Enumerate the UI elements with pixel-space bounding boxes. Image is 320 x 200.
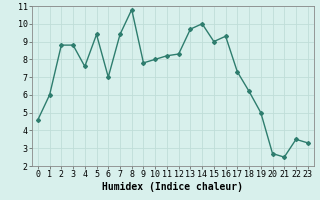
X-axis label: Humidex (Indice chaleur): Humidex (Indice chaleur) — [102, 182, 243, 192]
